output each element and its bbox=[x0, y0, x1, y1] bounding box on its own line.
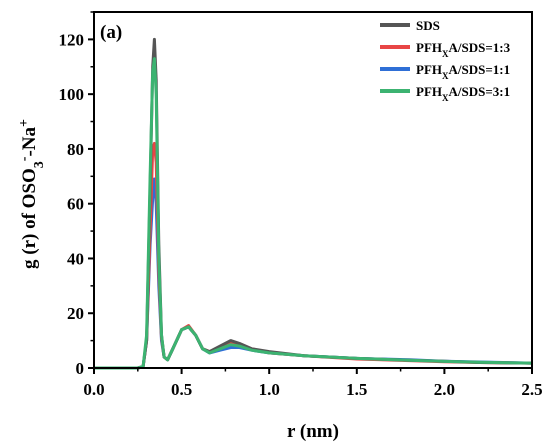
y-tick-label: 120 bbox=[59, 30, 85, 49]
y-tick-label: 0 bbox=[76, 359, 85, 378]
legend-label-2: PFHXA/SDS=1:1 bbox=[416, 62, 510, 81]
x-tick-label: 0.5 bbox=[171, 380, 192, 399]
legend: SDS PFHXA/SDS=1:3 PFHXA/SDS=1:1 PFHXA/SDS=3… bbox=[380, 18, 511, 103]
y-axis: 0 20 40 60 80 100 120 bbox=[59, 11, 94, 378]
legend-label-1: PFHXA/SDS=1:3 bbox=[416, 40, 511, 59]
x-tick-label: 2.5 bbox=[521, 380, 542, 399]
y-tick-label: 80 bbox=[67, 140, 84, 159]
legend-label-3: PFHXA/SDS=3:1 bbox=[416, 84, 510, 103]
x-tick-label: 1.0 bbox=[259, 380, 280, 399]
x-tick-label: 0.0 bbox=[83, 380, 104, 399]
y-tick-label: 20 bbox=[67, 304, 84, 323]
y-tick-label: 100 bbox=[59, 85, 85, 104]
x-axis: 0.0 0.5 1.0 1.5 2.0 2.5 bbox=[83, 368, 543, 399]
x-axis-title: r (nm) bbox=[287, 421, 339, 442]
plot-series bbox=[94, 37, 533, 370]
series-line-3 bbox=[94, 57, 533, 370]
x-tick-label: 2.0 bbox=[434, 380, 455, 399]
y-tick-label: 40 bbox=[67, 249, 84, 268]
x-tick-label: 1.5 bbox=[346, 380, 367, 399]
legend-label-0: SDS bbox=[416, 18, 440, 33]
y-axis-title: g (r) of OSO3--Na+ bbox=[17, 119, 47, 269]
panel-label: (a) bbox=[100, 22, 122, 43]
y-tick-label: 60 bbox=[67, 195, 84, 214]
